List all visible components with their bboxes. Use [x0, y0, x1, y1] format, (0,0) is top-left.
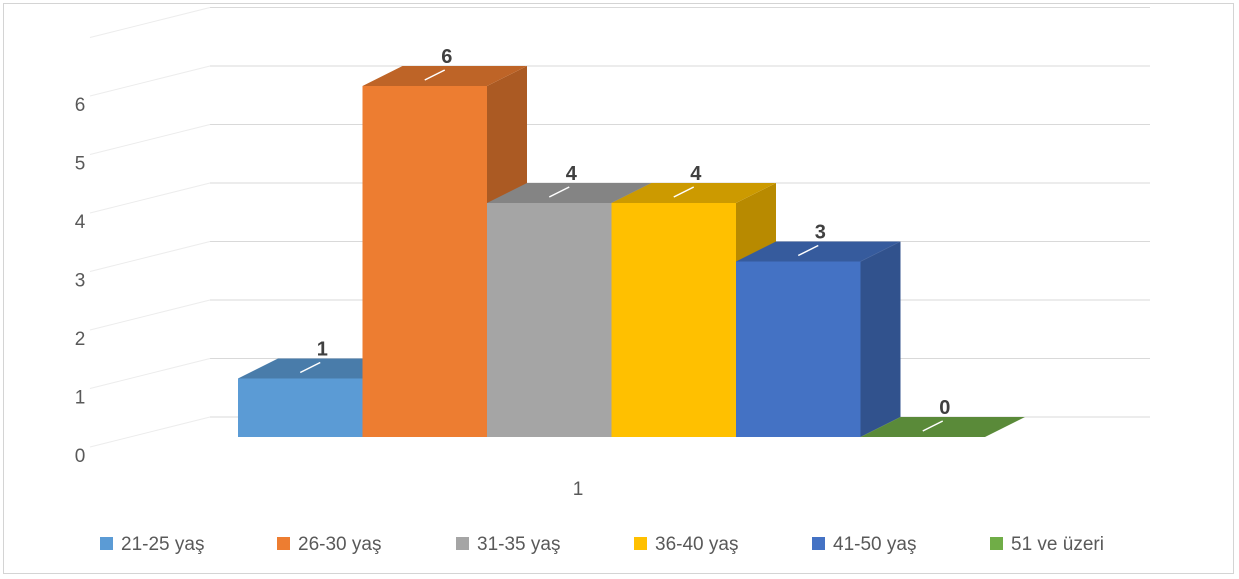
legend-swatch — [456, 537, 469, 550]
gridline-side — [89, 299, 211, 331]
y-tick-label: 2 — [75, 329, 86, 350]
bar-front — [611, 203, 736, 437]
bar-top — [238, 358, 403, 379]
data-label-leader — [424, 69, 446, 81]
gridline-side — [89, 7, 211, 38]
bar-front — [238, 378, 363, 437]
legend-swatch — [100, 537, 113, 550]
y-axis: 0 1 2 3 4 5 6 — [75, 95, 86, 467]
legend-label: 26-30 yaş — [298, 534, 381, 555]
bar-top — [487, 183, 652, 203]
bar-front — [736, 261, 861, 437]
bars — [238, 66, 1025, 437]
y-tick-label: 3 — [75, 271, 86, 292]
data-label-leader — [797, 244, 819, 257]
data-labels: 1 6 4 4 3 0 — [299, 46, 950, 432]
data-label-leader — [922, 420, 944, 432]
data-label: 6 — [441, 46, 452, 68]
legend-label: 41-50 yaş — [833, 534, 916, 555]
bar-top — [362, 66, 527, 86]
data-label: 3 — [815, 222, 826, 244]
bar-top — [736, 241, 901, 262]
y-tick-label: 0 — [75, 446, 86, 467]
bar-side — [860, 241, 901, 437]
legend-label: 21-25 yaş — [121, 534, 204, 555]
y-tick-label: 6 — [75, 95, 86, 116]
legend-swatch — [990, 537, 1003, 550]
legend-label: 31-35 yaş — [477, 534, 560, 555]
bar-top — [860, 417, 1025, 437]
data-label-leader — [548, 186, 570, 198]
legend-swatch — [634, 537, 647, 550]
bar-top — [611, 183, 776, 203]
data-label: 4 — [690, 163, 702, 185]
gridline-side — [89, 358, 211, 389]
x-tick-label: 1 — [573, 479, 584, 500]
y-tick-label: 1 — [75, 388, 86, 409]
legend-swatch — [277, 537, 290, 550]
y-tick-label: 4 — [75, 212, 86, 233]
legend-swatch — [812, 537, 825, 550]
gridline-side — [89, 65, 211, 97]
data-label: 0 — [939, 397, 950, 419]
data-label-leader — [299, 361, 321, 374]
data-label: 4 — [566, 163, 578, 185]
x-axis: 1 — [573, 479, 584, 500]
gridline-side — [89, 241, 211, 272]
data-label-leader — [673, 186, 695, 198]
gridline-side — [89, 416, 211, 448]
y-tick-label: 5 — [75, 154, 86, 175]
legend-label: 51 ve üzeri — [1011, 534, 1104, 555]
legend: 21-25 yaş 26-30 yaş 31-35 yaş 36-40 yaş 41-5… — [100, 534, 1104, 555]
gridline-side — [89, 182, 211, 214]
legend-label: 36-40 yaş — [655, 534, 738, 555]
gridline-side — [89, 124, 211, 155]
bar-front — [487, 203, 612, 437]
bar-front — [362, 86, 487, 437]
data-label: 1 — [317, 339, 328, 361]
